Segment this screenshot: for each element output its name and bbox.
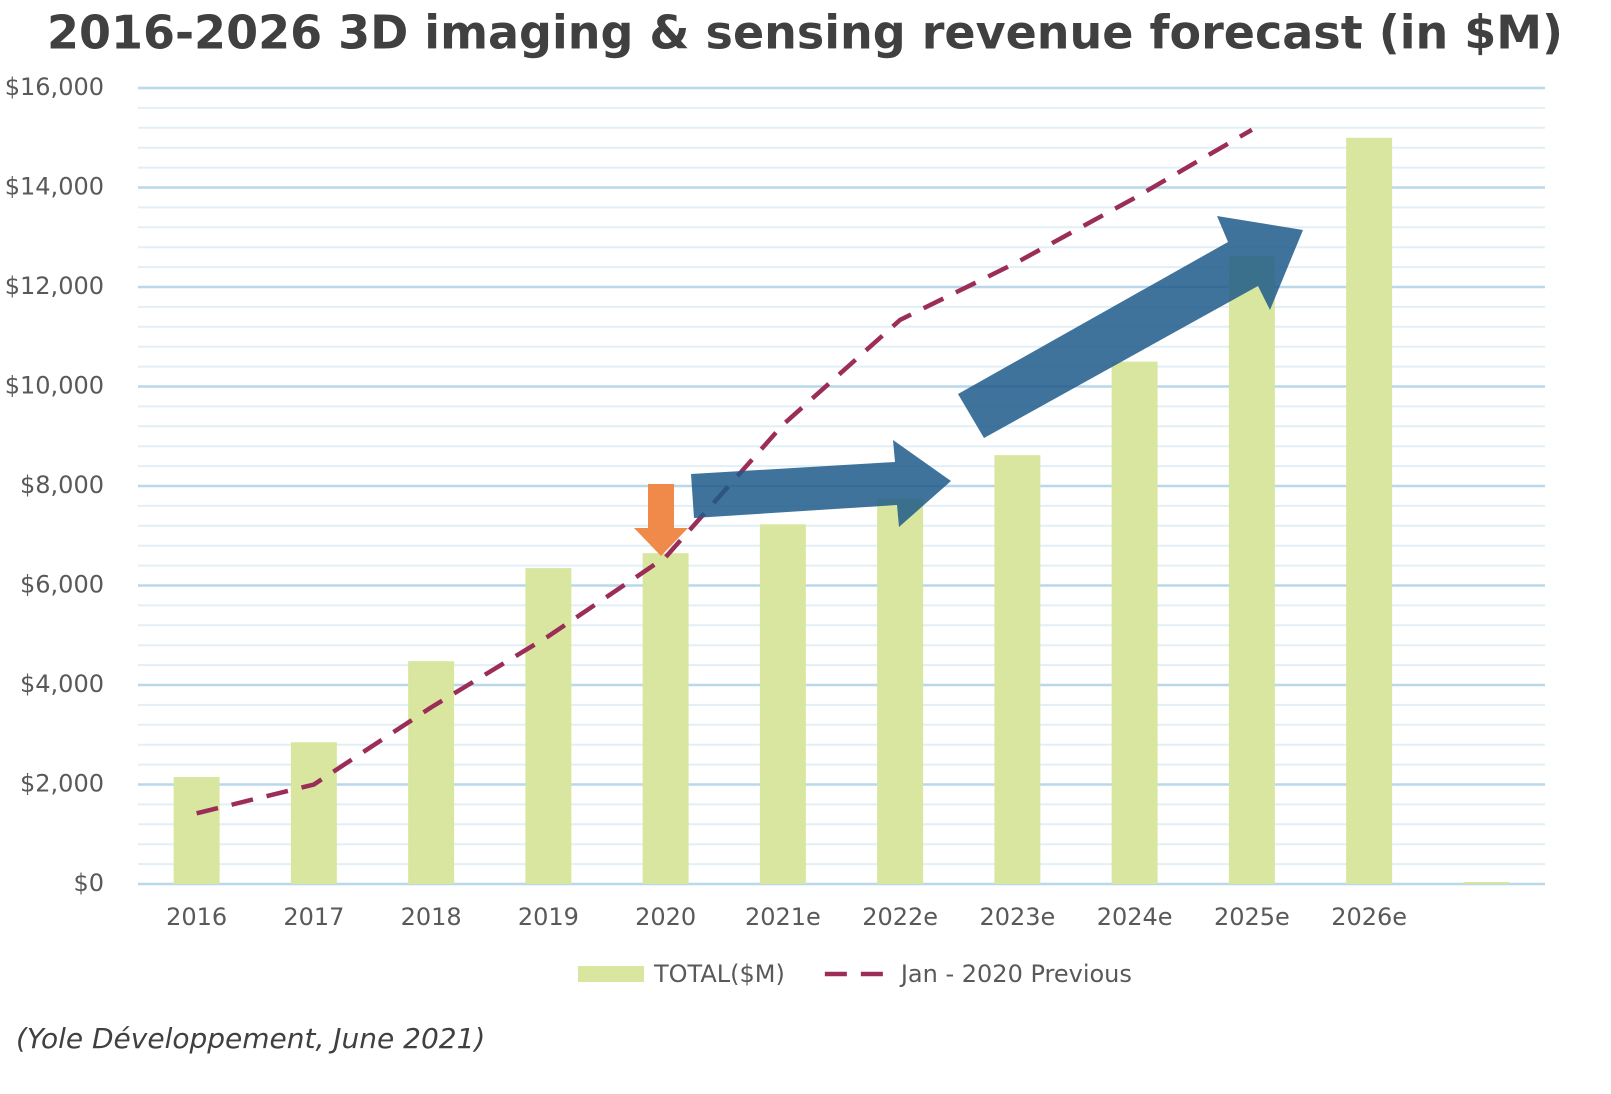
bar [759,524,806,884]
y-tick-label: $0 [73,869,104,897]
legend-label: TOTAL($M) [653,960,785,988]
x-tick-label: 2026e [1331,903,1407,931]
bar [173,777,220,884]
plot-area: $0 $2,000 $4,000 $6,000 $8,000 $10,000 $12,000… [5,73,1545,988]
y-tick-label: $12,000 [5,272,104,300]
source-note: (Yole Développement, June 2021) [16,1022,485,1055]
bar [1346,137,1393,884]
y-tick-label: $14,000 [5,173,104,201]
growth-arrow [691,440,951,527]
bar [642,553,689,884]
x-tick-label: 2017 [283,903,344,931]
x-tick-label: 2018 [401,903,462,931]
x-tick-label: 2020 [635,903,696,931]
bar [994,455,1041,884]
y-tick-label: $6,000 [20,571,104,599]
bar [1463,882,1510,884]
line [196,127,1254,816]
x-tick-label: 2024e [1097,903,1173,931]
x-tick-label: 2021e [745,903,821,931]
bar [290,742,337,884]
legend-swatch [578,966,644,982]
y-tick-label: $10,000 [5,372,104,400]
y-tick-label: $2,000 [20,770,104,798]
x-tick-label: 2022e [862,903,938,931]
x-tick-label: 2016 [166,903,227,931]
legend-label: Jan - 2020 Previous [899,960,1132,988]
annotations [634,216,1303,556]
growth-arrow [958,216,1303,438]
bar [525,568,572,884]
x-tick-label: 2025e [1214,903,1290,931]
chart-title: 2016-2026 3D imaging & sensing revenue f… [47,6,1563,60]
bar [408,661,455,884]
bar [877,498,924,884]
x-tick-label: 2019 [518,903,579,931]
y-tick-label: $16,000 [5,73,104,101]
bar [1111,361,1158,884]
y-tick-label: $4,000 [20,670,104,698]
bar [1228,256,1275,884]
x-tick-label: 2023e [979,903,1055,931]
down-arrow [634,484,688,556]
y-tick-label: $8,000 [20,471,104,499]
